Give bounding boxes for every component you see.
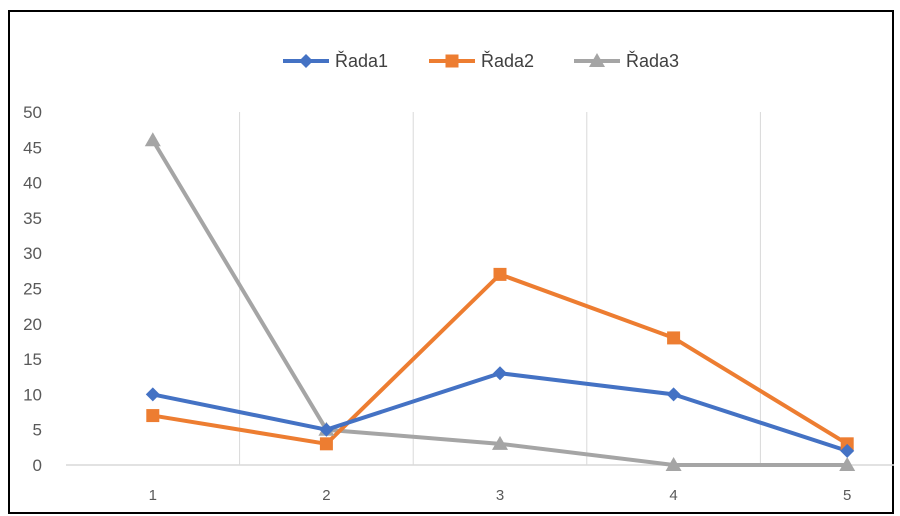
y-tick-label: 0 (33, 456, 42, 475)
chart-frame (8, 10, 894, 514)
data-point (145, 387, 160, 402)
data-point (144, 132, 161, 147)
legend-label: Řada1 (335, 51, 388, 71)
legend-label: Řada3 (626, 51, 679, 71)
data-point (839, 457, 856, 471)
x-tick-label: 2 (322, 487, 330, 504)
data-point (493, 366, 507, 381)
y-tick-label: 30 (23, 244, 42, 263)
data-point (840, 437, 854, 451)
data-point (493, 267, 507, 281)
data-point (665, 457, 682, 471)
x-tick-label: 1 (149, 487, 157, 504)
data-point (319, 422, 334, 437)
y-tick-label: 20 (23, 315, 42, 334)
legend-swatch-marker (299, 54, 313, 68)
data-point (319, 437, 333, 451)
data-point (667, 331, 681, 345)
y-tick-label: 40 (23, 174, 42, 193)
legend-swatch-marker (445, 54, 459, 68)
y-tick-label: 25 (23, 280, 42, 299)
x-tick-label: 4 (669, 487, 677, 504)
x-tick-label: 3 (496, 487, 504, 504)
y-tick-label: 50 (23, 103, 42, 122)
data-point (146, 409, 160, 423)
y-tick-label: 10 (23, 385, 42, 404)
y-tick-label: 45 (23, 138, 42, 157)
data-point (840, 443, 855, 458)
data-point (666, 387, 681, 402)
data-point (492, 435, 508, 450)
legend-label: Řada2 (481, 51, 534, 71)
y-tick-label: 5 (33, 421, 42, 440)
x-tick-label: 5 (843, 487, 851, 504)
y-tick-label: 35 (23, 209, 42, 228)
y-tick-label: 15 (23, 350, 42, 369)
legend-swatch-marker (589, 53, 605, 67)
